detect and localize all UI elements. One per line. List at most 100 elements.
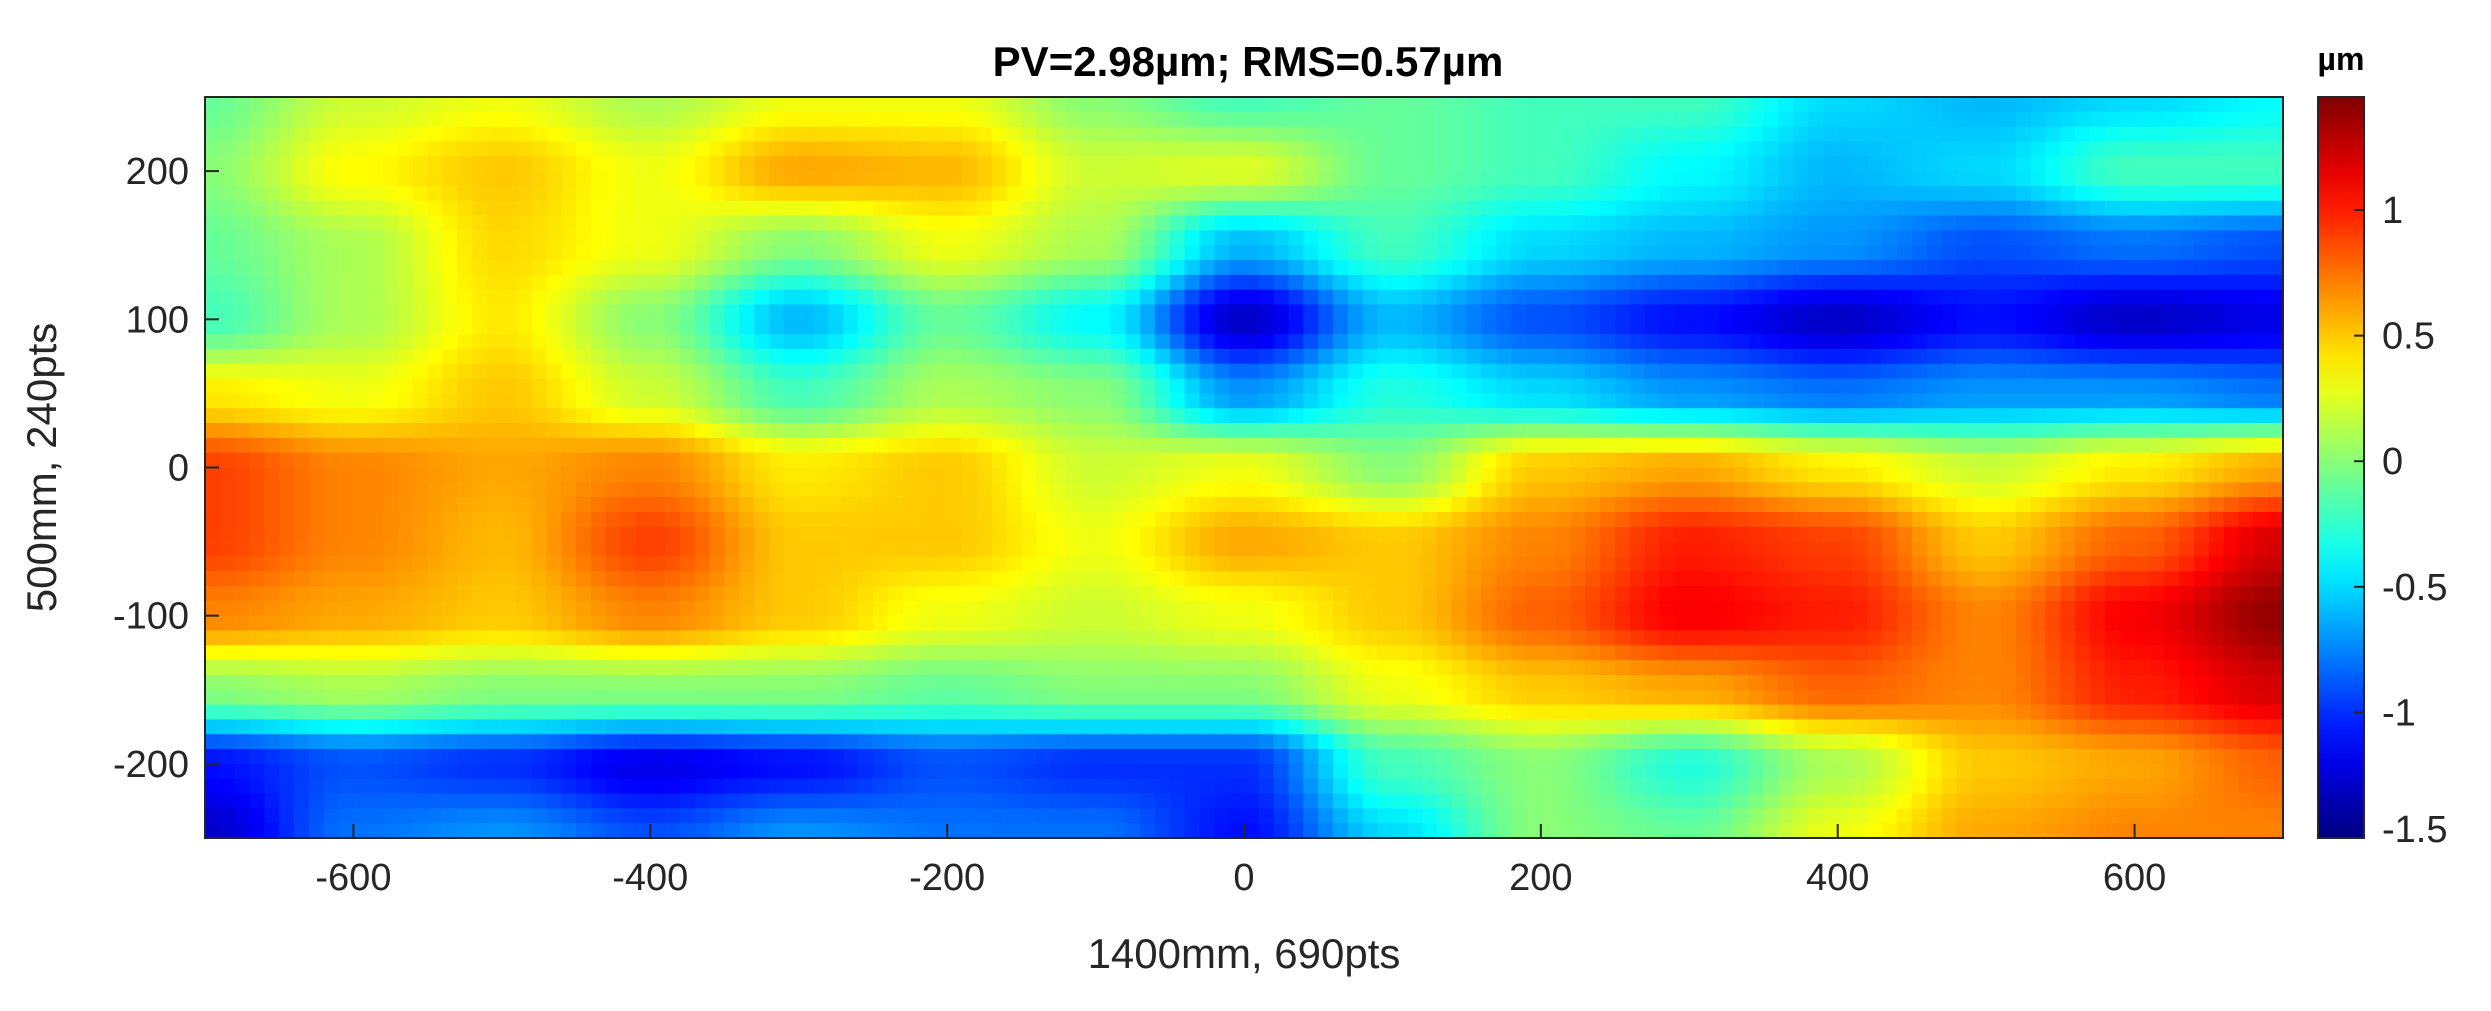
heatmap-cell	[917, 467, 933, 483]
heatmap-cell	[1793, 467, 1809, 483]
heatmap-cell	[546, 363, 562, 380]
heatmap-cell	[264, 348, 280, 365]
heatmap-cell	[308, 437, 325, 454]
heatmap-cell	[1555, 97, 1572, 113]
heatmap-cell	[1214, 452, 1230, 469]
heatmap-cell	[991, 467, 1008, 483]
heatmap-cell	[1526, 586, 1542, 602]
heatmap-cell	[1511, 185, 1527, 202]
heatmap-cell	[412, 289, 429, 306]
heatmap-cell	[1615, 274, 1631, 291]
heatmap-cell	[561, 171, 577, 187]
heatmap-cell	[1229, 452, 1245, 469]
heatmap-cell	[264, 437, 280, 454]
heatmap-cell	[1644, 289, 1661, 306]
heatmap-cell	[1333, 615, 1349, 632]
heatmap-cell	[1897, 363, 1913, 380]
heatmap-cell	[1303, 185, 1319, 202]
heatmap-cell	[2208, 363, 2225, 380]
heatmap-cell	[2075, 111, 2091, 128]
heatmap-cell	[383, 541, 399, 558]
heatmap-cell	[1526, 393, 1542, 409]
heatmap-cell	[2238, 319, 2254, 335]
heatmap-cell	[976, 334, 993, 350]
heatmap-cell	[2238, 467, 2254, 483]
heatmap-cell	[605, 378, 622, 394]
heatmap-cell	[1214, 304, 1230, 320]
heatmap-cell	[2134, 497, 2151, 513]
heatmap-cell	[1674, 423, 1690, 439]
heatmap-cell	[219, 141, 236, 157]
heatmap-cell	[1184, 171, 1201, 187]
heatmap-cell	[1021, 526, 1037, 543]
heatmap-cell	[1244, 260, 1260, 276]
heatmap-cell	[1733, 171, 1750, 187]
heatmap-cell	[1585, 111, 1601, 128]
heatmap-cell	[1273, 334, 1290, 350]
heatmap-cell	[605, 467, 622, 483]
heatmap-cell	[234, 423, 251, 439]
heatmap-cell	[397, 423, 414, 439]
heatmap-cell	[1273, 600, 1290, 617]
heatmap-cell	[1021, 156, 1037, 172]
heatmap-cell	[1214, 586, 1230, 602]
heatmap-cell	[1214, 511, 1230, 528]
heatmap-cell	[665, 452, 681, 469]
heatmap-cell	[1273, 348, 1290, 365]
heatmap-cell	[2149, 348, 2165, 365]
heatmap-cell	[991, 393, 1008, 409]
heatmap-cell	[1184, 423, 1201, 439]
heatmap-cell	[1600, 511, 1616, 528]
heatmap-cell	[1822, 304, 1839, 320]
heatmap-cell	[1852, 452, 1868, 469]
heatmap-cell	[2179, 556, 2195, 572]
heatmap-cell	[2045, 511, 2061, 528]
heatmap-cell	[1629, 304, 1646, 320]
heatmap-cell	[1347, 289, 1364, 306]
heatmap-cell	[1837, 348, 1854, 365]
heatmap-cell	[1407, 378, 1423, 394]
heatmap-cell	[665, 526, 681, 543]
heatmap-cell	[1837, 467, 1854, 483]
heatmap-cell	[368, 437, 384, 454]
heatmap-cell	[932, 304, 948, 320]
heatmap-cell	[991, 274, 1008, 291]
heatmap-cell	[887, 200, 904, 217]
heatmap-cell	[2208, 200, 2225, 217]
heatmap-cell	[1659, 319, 1676, 335]
heatmap-cell	[1956, 156, 1972, 172]
heatmap-cell	[902, 586, 919, 602]
heatmap-cell	[294, 586, 310, 602]
heatmap-cell	[1867, 185, 1883, 202]
heatmap-cell	[323, 156, 340, 172]
heatmap-cell	[1570, 200, 1586, 217]
heatmap-cell	[1555, 600, 1572, 617]
heatmap-cell	[1051, 615, 1067, 632]
heatmap-cell	[1422, 482, 1438, 498]
heatmap-cell	[843, 156, 859, 172]
heatmap-cell	[2075, 526, 2091, 543]
heatmap-cell	[1971, 156, 1987, 172]
heatmap-cell	[1496, 526, 1512, 543]
heatmap-cell	[2149, 200, 2165, 217]
heatmap-cell	[724, 200, 740, 217]
heatmap-cell	[1436, 348, 1453, 365]
heatmap-cell	[1065, 304, 1082, 320]
heatmap-cell	[635, 171, 651, 187]
heatmap-cell	[798, 141, 815, 157]
heatmap-cell	[1184, 156, 1201, 172]
heatmap-cell	[1347, 171, 1364, 187]
heatmap-cell	[368, 156, 384, 172]
heatmap-cell	[1333, 378, 1349, 394]
heatmap-cell	[368, 230, 384, 246]
heatmap-cell	[561, 363, 577, 380]
heatmap-cell	[783, 185, 800, 202]
heatmap-cell	[2193, 334, 2210, 350]
heatmap-cell	[1496, 393, 1512, 409]
heatmap-cell	[1184, 319, 1201, 335]
heatmap-cell	[1585, 556, 1601, 572]
heatmap-cell	[1956, 363, 1972, 380]
heatmap-cell	[1140, 408, 1156, 424]
heatmap-cell	[1436, 230, 1453, 246]
heatmap-cell	[1184, 511, 1201, 528]
